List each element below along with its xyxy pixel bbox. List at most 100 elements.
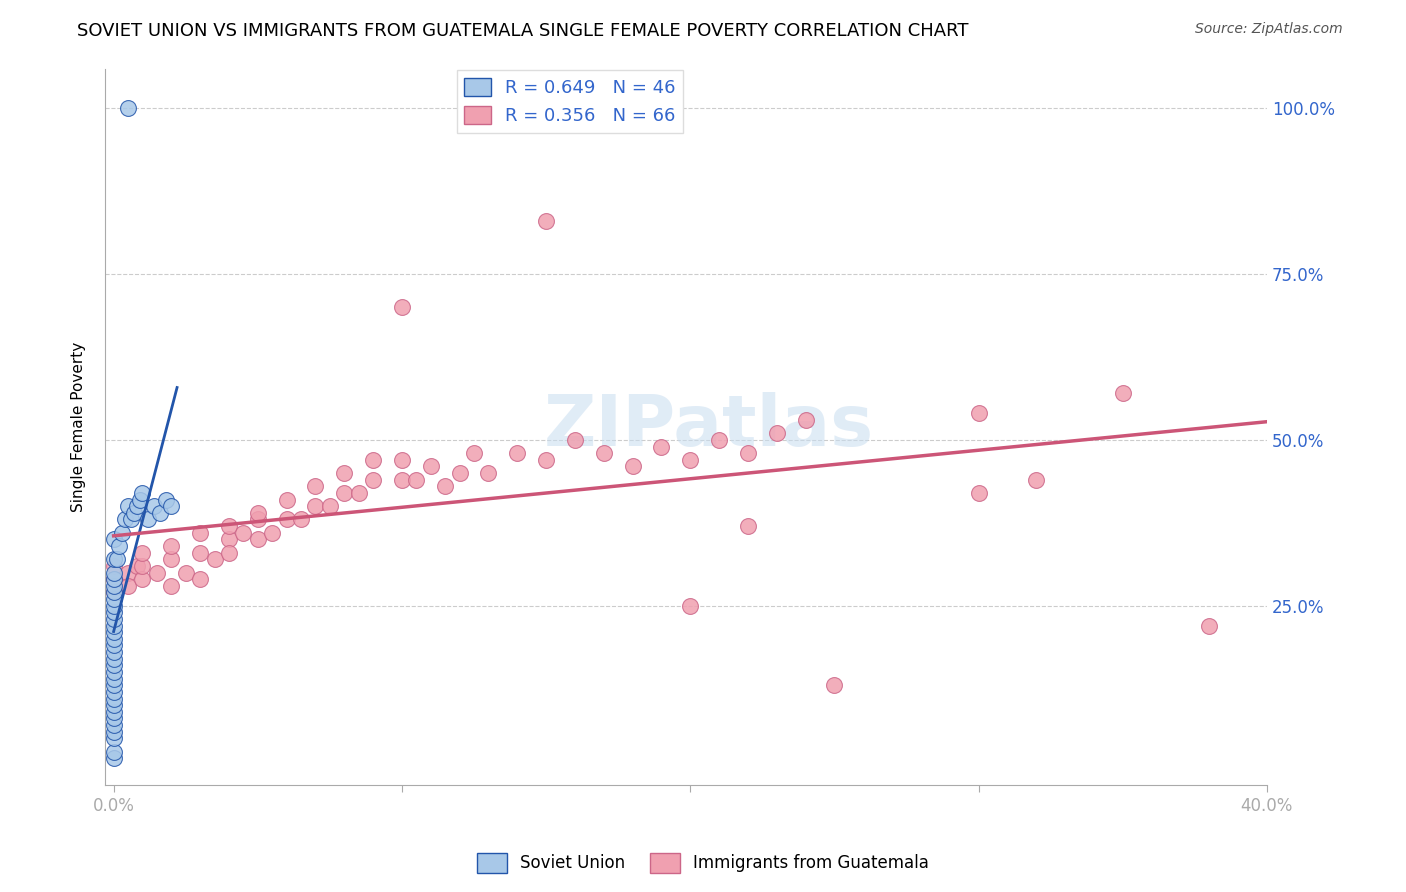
Point [967, 486, 990, 500]
Point [650, 440, 672, 454]
Point [188, 572, 211, 586]
Point [103, 724, 125, 739]
Legend: R = 0.649   N = 46, R = 0.356   N = 66: R = 0.649 N = 46, R = 0.356 N = 66 [457, 70, 683, 133]
Point [103, 585, 125, 599]
Point [434, 479, 457, 493]
Point [103, 745, 125, 759]
Point [131, 546, 153, 560]
Point [304, 479, 326, 493]
Text: Source: ZipAtlas.com: Source: ZipAtlas.com [1195, 22, 1343, 37]
Point [103, 552, 125, 566]
Point [117, 500, 139, 514]
Point [105, 552, 128, 566]
Point [117, 566, 139, 580]
Point [103, 612, 125, 626]
Point [111, 525, 134, 540]
Text: ZIPatlas: ZIPatlas [544, 392, 875, 461]
Point [103, 658, 125, 673]
Point [188, 546, 211, 560]
Point [765, 426, 787, 441]
Point [679, 452, 702, 467]
Point [143, 500, 166, 514]
Point [347, 486, 370, 500]
Point [391, 300, 413, 314]
Point [160, 539, 183, 553]
Point [361, 452, 384, 467]
Point [103, 711, 125, 725]
Point [103, 665, 125, 679]
Point [333, 486, 356, 500]
Point [391, 473, 413, 487]
Point [246, 506, 269, 520]
Point [463, 446, 485, 460]
Point [405, 473, 427, 487]
Point [1198, 618, 1220, 632]
Point [125, 558, 148, 573]
Point [125, 500, 148, 514]
Point [103, 566, 125, 580]
Point [103, 599, 125, 613]
Point [103, 751, 125, 765]
Point [103, 731, 125, 746]
Point [262, 525, 284, 540]
Point [103, 572, 125, 586]
Point [592, 446, 614, 460]
Point [103, 618, 125, 632]
Point [276, 512, 298, 526]
Point [117, 579, 139, 593]
Point [564, 433, 586, 447]
Point [103, 718, 125, 732]
Point [103, 558, 125, 573]
Point [218, 519, 240, 533]
Point [737, 446, 759, 460]
Point [131, 572, 153, 586]
Point [794, 413, 817, 427]
Point [103, 698, 125, 713]
Point [103, 705, 125, 719]
Point [707, 433, 730, 447]
Point [276, 492, 298, 507]
Point [114, 512, 136, 526]
Point [1112, 386, 1135, 401]
Point [103, 572, 125, 586]
Point [117, 101, 139, 115]
Point [967, 406, 990, 420]
Point [103, 639, 125, 653]
Point [232, 525, 254, 540]
Point [146, 566, 169, 580]
Point [246, 512, 269, 526]
Point [621, 459, 644, 474]
Point [188, 525, 211, 540]
Point [103, 625, 125, 640]
Point [477, 466, 499, 480]
Point [160, 500, 183, 514]
Point [128, 492, 150, 507]
Point [103, 645, 125, 659]
Point [103, 533, 125, 547]
Point [103, 592, 125, 607]
Point [204, 552, 226, 566]
Point [419, 459, 441, 474]
Point [103, 691, 125, 706]
Point [246, 533, 269, 547]
Point [391, 452, 413, 467]
Point [534, 214, 557, 228]
Point [103, 579, 125, 593]
Point [737, 519, 759, 533]
Point [103, 672, 125, 686]
Point [122, 506, 145, 520]
Point [131, 558, 153, 573]
Point [103, 585, 125, 599]
Point [120, 512, 142, 526]
Point [679, 599, 702, 613]
Point [136, 512, 159, 526]
Point [333, 466, 356, 480]
Point [361, 473, 384, 487]
Point [290, 512, 312, 526]
Point [149, 506, 172, 520]
Point [103, 678, 125, 692]
Point [108, 539, 131, 553]
Point [218, 533, 240, 547]
Text: SOVIET UNION VS IMMIGRANTS FROM GUATEMALA SINGLE FEMALE POVERTY CORRELATION CHAR: SOVIET UNION VS IMMIGRANTS FROM GUATEMAL… [77, 22, 969, 40]
Point [160, 579, 183, 593]
